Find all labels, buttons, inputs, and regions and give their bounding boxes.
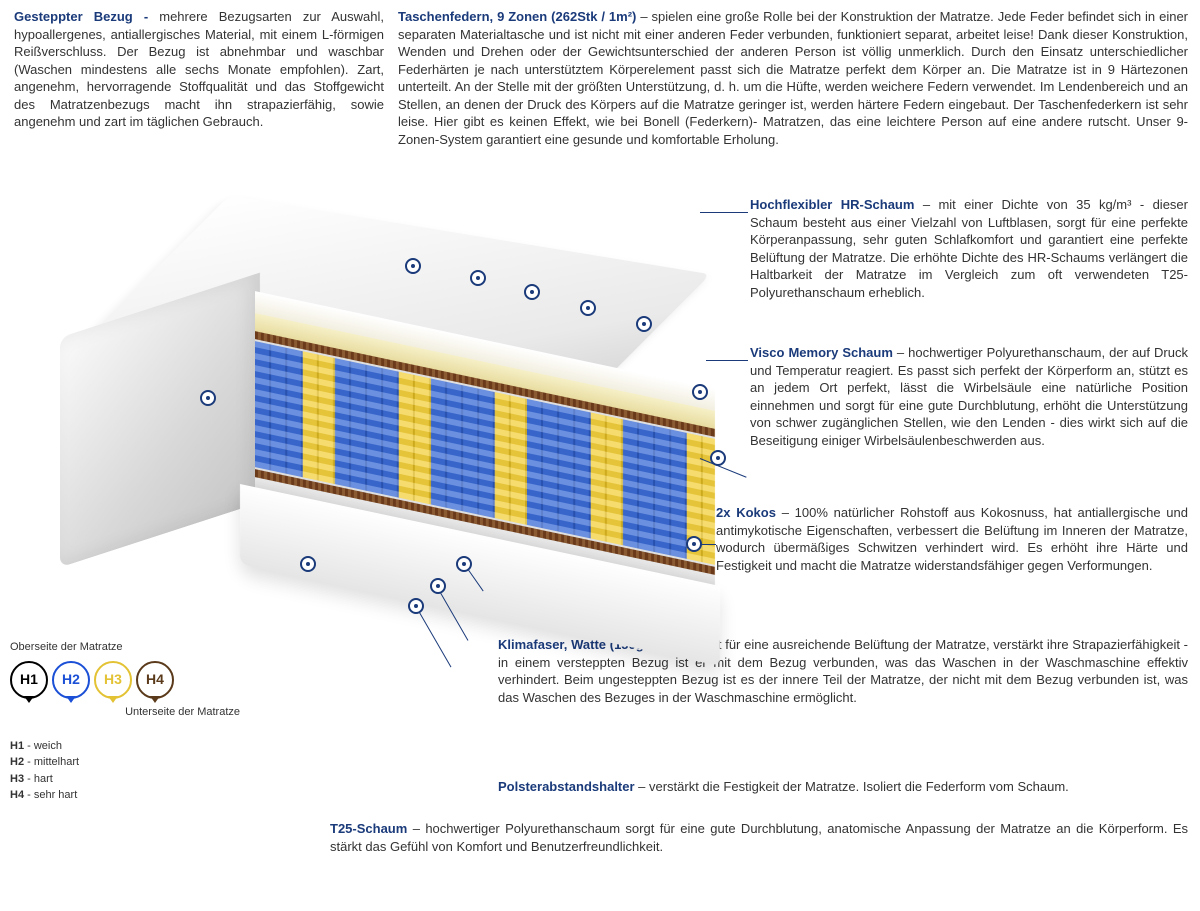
- section-kokos: 2x Kokos – 100% natürlicher Rohstoff aus…: [716, 504, 1188, 574]
- callout-dot-icon: [580, 300, 596, 316]
- callout-dot-icon: [470, 270, 486, 286]
- body-kokos: – 100% natürlicher Rohstoff aus Kokosnus…: [716, 505, 1188, 573]
- callout-dot-icon: [405, 258, 421, 274]
- body-polster: – verstärkt die Festigkeit der Matratze.…: [638, 779, 1069, 794]
- body-federn: – spielen eine große Rolle bei der Konst…: [398, 9, 1188, 147]
- hardness-circle: H4: [136, 661, 174, 699]
- title-bezug: Gesteppter Bezug -: [14, 9, 159, 24]
- callout-dot-icon: [636, 316, 652, 332]
- lead-line: [700, 544, 716, 545]
- callout-dot-icon: [710, 450, 726, 466]
- hardness-key-row: H1 - weich: [10, 738, 240, 755]
- hardness-legend: Oberseite der Matratze H1H2H3H4 Untersei…: [10, 640, 240, 804]
- section-bezug: Gesteppter Bezug - mehrere Bezugsarten z…: [14, 8, 384, 131]
- section-polster: Polsterabstandshalter – verstärkt die Fe…: [498, 778, 1188, 796]
- section-t25: T25-Schaum – hochwertiger Polyurethansch…: [330, 820, 1188, 855]
- body-bezug: mehrere Bezugsarten zur Auswahl, hypoall…: [14, 9, 384, 129]
- body-visco: – hochwertiger Polyurethanschaum, der au…: [750, 345, 1188, 448]
- body-t25: – hochwertiger Polyurethanschaum sorgt f…: [330, 821, 1188, 854]
- title-federn: Taschenfedern, 9 Zonen (262Stk / 1m²): [398, 9, 640, 24]
- callout-dot-icon: [200, 390, 216, 406]
- hardness-circle: H2: [52, 661, 90, 699]
- hardness-circle: H3: [94, 661, 132, 699]
- callout-dot-icon: [430, 578, 446, 594]
- legend-top-label: Oberseite der Matratze: [10, 640, 240, 655]
- title-hr: Hochflexibler HR-Schaum: [750, 197, 923, 212]
- hardness-key-row: H4 - sehr hart: [10, 787, 240, 804]
- callout-dot-icon: [692, 384, 708, 400]
- hardness-circle: H1: [10, 661, 48, 699]
- lead-line: [706, 360, 748, 361]
- body-hr: – mit einer Dichte von 35 kg/m³ - dieser…: [750, 197, 1188, 300]
- title-polster: Polsterabstandshalter: [498, 779, 638, 794]
- callout-dot-icon: [300, 556, 316, 572]
- lead-line: [700, 212, 748, 213]
- legend-bottom-label: Unterseite der Matratze: [10, 705, 240, 720]
- hardness-key-row: H3 - hart: [10, 771, 240, 788]
- callout-dot-icon: [408, 598, 424, 614]
- section-visco: Visco Memory Schaum – hochwertiger Polyu…: [750, 344, 1188, 449]
- callout-dot-icon: [686, 536, 702, 552]
- mattress-illustration: [10, 185, 750, 655]
- callout-dot-icon: [524, 284, 540, 300]
- title-t25: T25-Schaum: [330, 821, 413, 836]
- callout-dot-icon: [456, 556, 472, 572]
- title-visco: Visco Memory Schaum: [750, 345, 897, 360]
- section-federn: Taschenfedern, 9 Zonen (262Stk / 1m²) – …: [398, 8, 1188, 148]
- section-hr: Hochflexibler HR-Schaum – mit einer Dich…: [750, 196, 1188, 301]
- hardness-key-row: H2 - mittelhart: [10, 754, 240, 771]
